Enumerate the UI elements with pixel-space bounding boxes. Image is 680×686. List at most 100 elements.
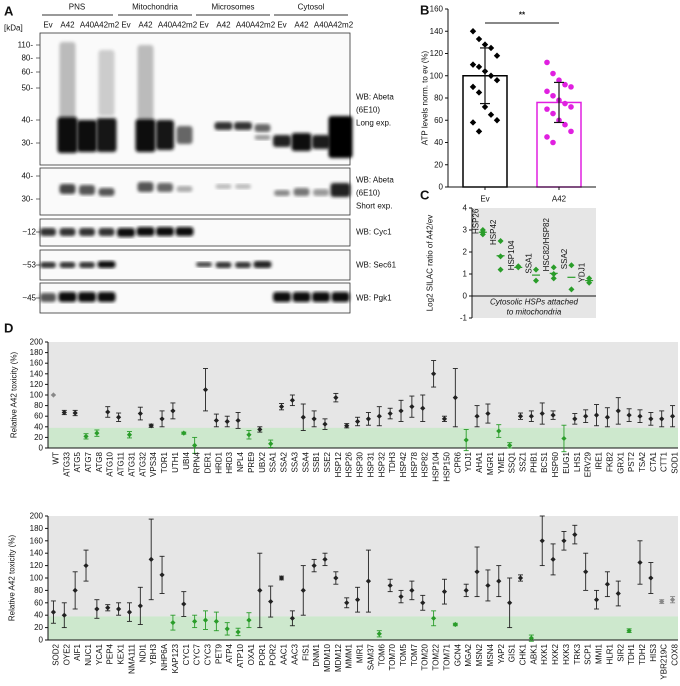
x-tick-label: FIS1 <box>301 643 310 660</box>
y-tick-label: 3 <box>463 226 468 235</box>
lane-label: Ev <box>277 21 286 30</box>
lane-label: Ev <box>199 21 208 30</box>
y-axis-title: Relative A42 toxicity (%) <box>8 535 17 622</box>
x-tick-label: SSE2 <box>323 451 332 472</box>
data-point <box>387 410 393 417</box>
data-point <box>246 432 252 438</box>
data-point <box>497 253 504 260</box>
data-point <box>487 72 495 79</box>
data-point <box>278 404 285 410</box>
group-label: Microsomes <box>211 3 254 12</box>
y-tick-label: 160 <box>430 5 444 14</box>
blot-band <box>273 292 291 302</box>
data-point <box>441 589 448 595</box>
data-point <box>311 416 317 422</box>
data-point <box>487 44 495 52</box>
y-tick-label: 0 <box>39 444 44 453</box>
panel-label: C <box>420 188 430 203</box>
x-tick-label: CYC1 <box>182 643 191 665</box>
x-tick-label: YCA1 <box>95 643 104 664</box>
data-point <box>322 421 328 427</box>
data-point <box>487 111 495 118</box>
blot-band <box>98 188 115 196</box>
blot-band <box>117 228 135 237</box>
y-tick-label: 60 <box>34 412 43 421</box>
data-point <box>431 615 437 621</box>
data-point <box>278 575 285 581</box>
x-tick-label: IRE1 <box>595 451 604 469</box>
x-tick-label: MGA2 <box>464 643 473 666</box>
blot-band <box>59 184 76 194</box>
data-point <box>475 63 483 71</box>
data-point <box>485 410 491 417</box>
data-point <box>83 563 89 569</box>
y-tick-label: 200 <box>30 338 44 347</box>
data-point <box>669 597 676 603</box>
marker-label: 30- <box>21 195 33 204</box>
x-tick-label: AAC1 <box>280 643 289 664</box>
y-axis-title: Log2 SILAC ratio of A42/ev <box>426 215 435 312</box>
data-point <box>83 433 89 439</box>
data-point <box>354 418 361 425</box>
y-tick-label: 140 <box>30 549 44 558</box>
data-point <box>376 413 382 419</box>
data-point <box>289 397 295 403</box>
x-tick-label: UTH1 <box>171 451 180 472</box>
blot-band <box>254 124 271 132</box>
data-point <box>192 618 198 624</box>
x-tick-label: SSA2 <box>280 451 289 472</box>
x-tick-label: HIS3 <box>649 643 658 661</box>
x-tick-label: OYE2 <box>62 643 71 665</box>
lane-label: A40 <box>236 21 251 30</box>
data-point <box>431 371 437 377</box>
data-point <box>507 600 513 606</box>
data-point <box>105 605 111 611</box>
lane-label: Ev <box>43 21 52 30</box>
data-point <box>333 575 339 581</box>
blot-band <box>234 122 252 130</box>
data-point <box>289 615 295 621</box>
y-tick-label: 60 <box>34 598 43 607</box>
x-tick-label: HSP150 <box>442 451 451 481</box>
data-point <box>213 618 219 624</box>
data-point <box>420 600 426 606</box>
data-point <box>493 77 501 84</box>
marker-label: 40- <box>21 172 33 181</box>
x-tick-label: TOM6 <box>377 643 386 666</box>
x-tick-label: SSA4 <box>301 451 310 472</box>
data-point <box>268 441 274 447</box>
blot-band <box>273 135 291 147</box>
data-point <box>496 578 502 584</box>
data-point <box>572 532 578 538</box>
data-point <box>550 556 556 562</box>
x-tick-label: AAC3 <box>290 643 299 664</box>
x-tick-label: PRE9 <box>247 451 256 472</box>
y-tick-label: 180 <box>30 524 44 533</box>
x-tick-label: VPS34 <box>149 451 158 476</box>
annotation: to mitochondria <box>507 308 562 317</box>
y-tick-label: 40 <box>34 422 43 431</box>
data-point <box>235 629 241 635</box>
y-tick-label: 80 <box>34 586 43 595</box>
category-label: YDJ1 <box>578 262 587 282</box>
data-point <box>485 582 491 589</box>
data-point <box>116 606 122 612</box>
y-tick-label: 20 <box>434 160 443 169</box>
marker-label: 30- <box>21 139 33 148</box>
x-tick-label: ATG7 <box>84 451 93 472</box>
x-tick-label: HXK3 <box>562 643 571 664</box>
lane-label: A40 <box>80 21 95 30</box>
data-point <box>475 128 483 135</box>
blot-band <box>156 227 174 236</box>
data-point <box>170 408 176 414</box>
data-point <box>387 582 393 589</box>
y-tick-label: 140 <box>30 369 44 378</box>
data-point <box>517 575 524 581</box>
y-tick-label: 0 <box>463 292 468 301</box>
x-tick-label: CPR6 <box>453 451 462 473</box>
data-point <box>376 631 382 637</box>
data-point <box>539 410 545 417</box>
x-tick-label: HSP30 <box>356 451 365 477</box>
x-tick-label: NDI1 <box>138 643 147 662</box>
data-point <box>61 409 67 416</box>
